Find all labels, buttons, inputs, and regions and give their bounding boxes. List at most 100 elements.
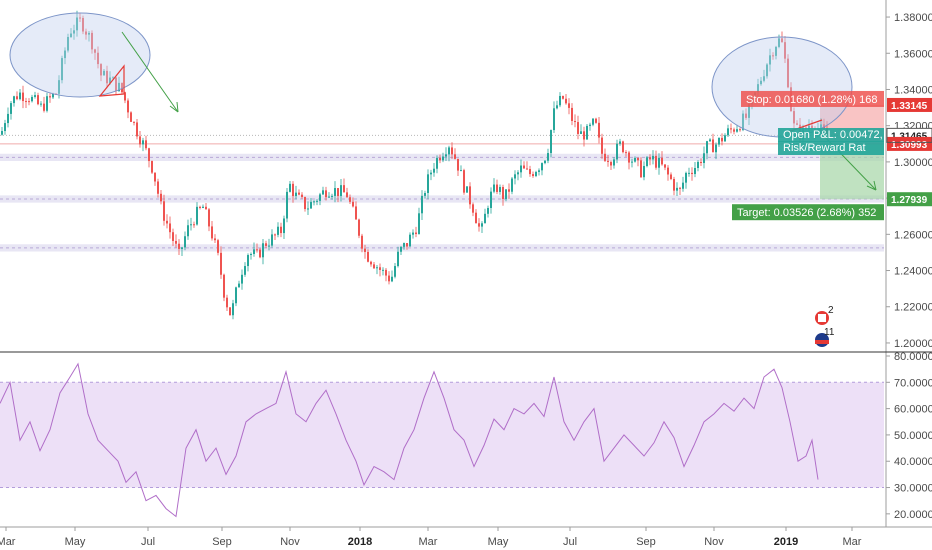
candle-body xyxy=(364,248,366,252)
candle xyxy=(574,114,576,128)
candle xyxy=(652,150,654,165)
stop-label-box xyxy=(741,90,884,107)
candle xyxy=(526,161,528,170)
candle-body xyxy=(232,303,234,316)
candle xyxy=(619,138,621,146)
candle xyxy=(418,207,420,235)
candle xyxy=(208,207,210,232)
candle-body xyxy=(34,95,36,97)
candle xyxy=(658,153,660,175)
candle xyxy=(376,265,378,275)
candle-body xyxy=(112,77,114,79)
target-label-text: Target: 0.03526 (2.68%) 352 xyxy=(737,207,876,219)
candle-body xyxy=(463,170,465,193)
candle xyxy=(13,95,15,107)
candle-body xyxy=(262,243,264,258)
candle-body xyxy=(259,249,261,258)
candle-body xyxy=(466,186,468,193)
candle-body xyxy=(217,240,219,253)
candle xyxy=(199,205,201,210)
candle-body xyxy=(418,213,420,235)
candle-body xyxy=(124,92,126,101)
candle-body xyxy=(526,168,528,170)
candle-body xyxy=(517,172,519,175)
candle-body xyxy=(187,225,189,237)
x-tick-label: Sep xyxy=(212,536,232,548)
candle-body xyxy=(460,170,462,172)
rsi-tick-label: 40.0000 xyxy=(894,456,932,468)
stop-label-text: Stop: 0.01680 (1.28%) 168 xyxy=(746,94,877,106)
support-band-2 xyxy=(0,244,884,252)
rr-label: Risk/Reward Rat xyxy=(778,141,884,155)
target-price-tag-box xyxy=(887,192,932,207)
candle-body xyxy=(220,252,222,275)
support-band-1 xyxy=(0,195,884,203)
candle xyxy=(271,229,273,248)
stop-label: Stop: 0.01680 (1.28%) 168 xyxy=(741,90,884,107)
candle xyxy=(766,63,768,79)
candle xyxy=(499,184,501,195)
candle xyxy=(175,234,177,248)
rr-label-box xyxy=(778,141,884,155)
candle-body xyxy=(181,247,183,249)
candle xyxy=(511,176,513,195)
rsi-pane[interactable] xyxy=(0,362,884,518)
candle xyxy=(124,91,126,104)
candle-body xyxy=(472,204,474,213)
candle-body xyxy=(424,192,426,196)
candle xyxy=(571,103,573,126)
candle xyxy=(82,15,84,35)
candle xyxy=(346,187,348,198)
candle xyxy=(604,148,606,163)
price-tick-label: 1.38000 xyxy=(894,12,932,24)
candle xyxy=(379,263,381,277)
entry-price-tag: 1.30993 xyxy=(887,136,932,151)
candle xyxy=(241,269,243,290)
candle xyxy=(580,124,582,135)
price-pane[interactable] xyxy=(0,0,884,352)
candle-body xyxy=(178,243,180,249)
candle-body xyxy=(727,128,729,136)
candle-body xyxy=(469,186,471,205)
candle-body xyxy=(31,96,33,102)
left-top-ellipse xyxy=(9,12,151,98)
candle-body xyxy=(319,194,321,201)
candle-body xyxy=(184,236,186,248)
candle-body xyxy=(406,243,408,247)
candle xyxy=(439,154,441,164)
price-background xyxy=(0,0,884,352)
price-tick-label: 1.24000 xyxy=(894,266,932,278)
candle-body xyxy=(616,143,618,160)
x-tick-label: Nov xyxy=(280,536,300,548)
candle xyxy=(796,120,798,126)
candle-body xyxy=(160,193,162,202)
candle-body xyxy=(22,92,24,102)
candle-body xyxy=(547,153,549,161)
candle-body xyxy=(478,223,480,227)
candle xyxy=(427,169,429,200)
candle xyxy=(145,135,147,151)
candle-body xyxy=(85,31,87,35)
candle-body xyxy=(757,84,759,93)
candle-body xyxy=(58,80,60,94)
candle-body xyxy=(64,50,66,59)
candle-body xyxy=(337,188,339,197)
candle-body xyxy=(271,234,273,246)
candle-body xyxy=(247,255,249,267)
candle xyxy=(217,238,219,256)
candle-body xyxy=(304,197,306,210)
candle-body xyxy=(157,181,159,194)
candle-body xyxy=(49,96,51,98)
candle xyxy=(193,221,195,228)
candle-body xyxy=(643,165,645,178)
candle-body xyxy=(775,46,777,56)
candle xyxy=(745,108,747,120)
candle xyxy=(61,55,63,84)
candle-body xyxy=(244,266,246,275)
candle xyxy=(232,299,234,320)
candle-body xyxy=(202,206,204,208)
candle-body xyxy=(145,140,147,149)
candle xyxy=(592,118,594,127)
candle-body xyxy=(268,245,270,247)
